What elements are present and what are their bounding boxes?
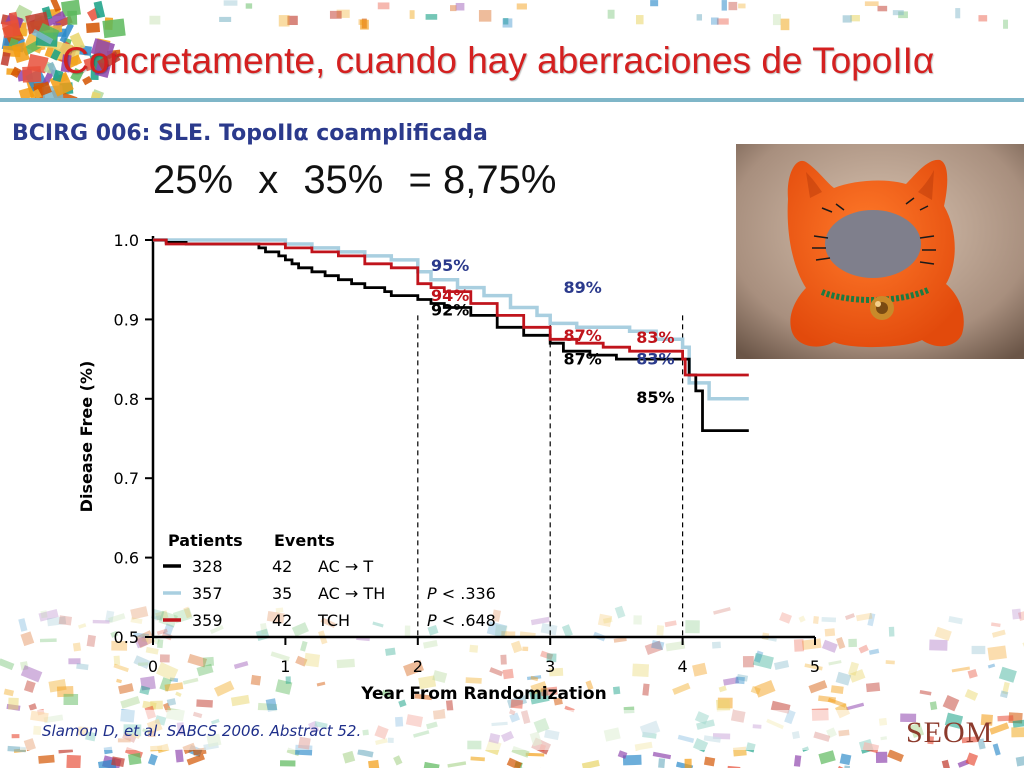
- title-divider: [0, 98, 1024, 102]
- data-label: 87%: [563, 326, 601, 345]
- data-label: 89%: [563, 278, 601, 297]
- legend-patients: 359: [192, 611, 223, 630]
- data-label: 83%: [636, 328, 674, 347]
- orange-felt-cat-photo: [736, 144, 1024, 359]
- y-tick-label: 0.7: [114, 469, 139, 488]
- legend-events: 42: [272, 557, 292, 576]
- y-tick-label: 1.0: [114, 231, 139, 250]
- legend-events: 42: [272, 611, 292, 630]
- x-tick-label: 4: [678, 657, 688, 676]
- legend-patients: 357: [192, 584, 223, 603]
- legend-header-events: Events: [274, 531, 335, 550]
- legend-pvalue: P < .648: [427, 611, 496, 630]
- y-tick-label: 0.8: [114, 390, 139, 409]
- legend-series-name: TCH: [317, 611, 350, 630]
- x-axis-label: Year From Randomization: [360, 684, 606, 704]
- data-label: 94%: [431, 286, 469, 305]
- y-tick-label: 0.5: [114, 628, 139, 647]
- formula-operator: x: [258, 158, 279, 202]
- km-curve: [153, 238, 749, 401]
- y-axis-label: Disease Free (%): [77, 361, 96, 513]
- formula-result: = 8,75%: [408, 158, 557, 202]
- data-label: 83%: [636, 350, 674, 369]
- legend-header-patients: Patients: [168, 531, 243, 550]
- slide-title: Concretamente, cuando hay aberraciones d…: [62, 40, 935, 81]
- legend-events: 35: [272, 584, 292, 603]
- legend-pvalue: P < .336: [427, 584, 496, 603]
- km-curve: [153, 238, 749, 432]
- x-tick-label: 2: [413, 657, 423, 676]
- legend-series-name: AC → TH: [318, 584, 385, 603]
- legend-series-name: AC → T: [318, 557, 373, 576]
- x-tick-label: 1: [280, 657, 290, 676]
- formula-term-a: 25%: [153, 158, 234, 202]
- x-tick-label: 3: [545, 657, 555, 676]
- x-tick-label: 5: [810, 657, 820, 676]
- slide-subtitle: BCIRG 006: SLE. TopoIIα coamplificada: [12, 121, 488, 146]
- mosaic-header-decoration: [0, 0, 1009, 100]
- data-label: 85%: [636, 388, 674, 407]
- data-label: 87%: [563, 350, 601, 369]
- x-tick-label: 0: [148, 657, 158, 676]
- data-label: 92%: [431, 300, 469, 319]
- km-curve: [153, 238, 749, 377]
- formula-term-b: 35%: [303, 158, 384, 202]
- y-tick-label: 0.6: [114, 549, 139, 568]
- formula: 25% x 35% = 8,75%: [153, 158, 570, 203]
- legend-patients: 328: [192, 557, 223, 576]
- y-tick-label: 0.9: [114, 310, 139, 329]
- seom-logo: SEOM: [906, 716, 994, 749]
- data-label: 95%: [431, 256, 469, 275]
- citation: Slamon D, et al. SABCS 2006. Abstract 52…: [42, 722, 362, 740]
